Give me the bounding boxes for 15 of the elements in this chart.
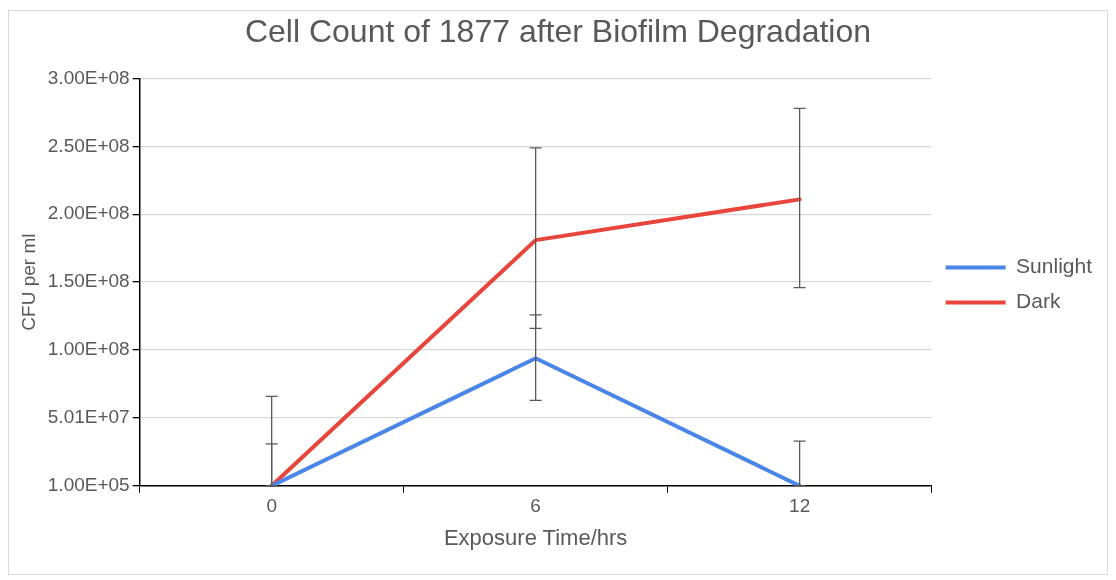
legend-label: Sunlight — [1016, 254, 1093, 278]
x-tick-label: 12 — [789, 495, 811, 517]
y-tick-label: 1.00E+05 — [47, 474, 130, 496]
x-tick-label: 0 — [266, 495, 277, 517]
y-tick-label: 3.00E+08 — [47, 66, 130, 88]
y-tick-label: 1.50E+08 — [47, 270, 130, 292]
y-tick-label: 2.00E+08 — [47, 202, 130, 224]
x-axis-title: Exposure Time/hrs — [443, 524, 628, 550]
x-tick-label: 6 — [530, 495, 541, 517]
y-tick-label: 5.01E+07 — [47, 406, 130, 428]
y-tick-label: 1.00E+08 — [47, 338, 130, 360]
chart-title: Cell Count of 1877 after Biofilm Degradation — [244, 13, 872, 50]
y-axis-title: CFU per ml — [17, 233, 39, 331]
legend-label: Dark — [1016, 289, 1061, 313]
y-tick-label: 2.50E+08 — [47, 134, 130, 156]
